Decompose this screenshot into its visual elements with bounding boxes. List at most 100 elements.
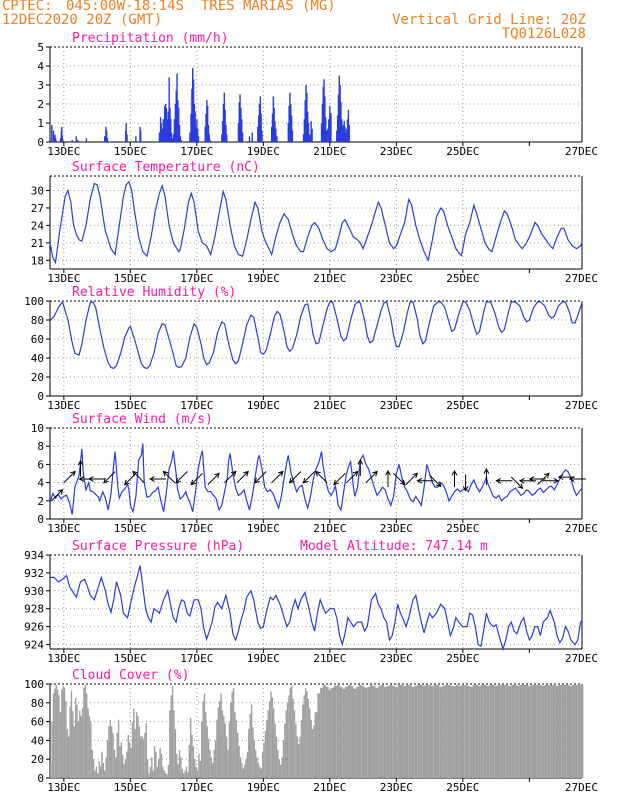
cloud-bar	[279, 764, 282, 778]
cloud-bar	[117, 719, 120, 778]
cloud-bar	[238, 746, 240, 778]
cloud-bar	[92, 759, 95, 778]
cloud-bar	[467, 685, 470, 778]
precip-ytick-label: 1	[37, 117, 44, 130]
cloud-bar	[455, 684, 459, 778]
cloud-bar	[209, 749, 211, 778]
cloud-bar	[422, 685, 426, 778]
wind-vector-shaft	[175, 471, 188, 484]
pressure-ytick-label: 930	[24, 585, 44, 598]
cloud-bar	[295, 723, 297, 778]
precip-bar	[273, 107, 275, 142]
precip-bar	[344, 126, 346, 142]
cloud-bar	[261, 751, 264, 778]
wind-vector-head	[385, 469, 391, 476]
wind-xtick-label: 25DEC	[446, 522, 479, 535]
cloud-bar	[228, 721, 231, 778]
wind-vector	[190, 472, 203, 486]
precip-bar	[172, 134, 175, 142]
cloud-bar	[306, 691, 308, 778]
cloud-bar	[242, 768, 244, 778]
cloud-bar	[141, 735, 143, 778]
wind-vector	[236, 470, 249, 484]
precip-bar	[276, 136, 278, 142]
cloud-bar	[257, 762, 260, 778]
wind-vector	[451, 469, 458, 487]
cloud-bar	[245, 759, 247, 778]
cloud-bar	[453, 685, 456, 778]
cloud-bar	[356, 686, 359, 778]
cloud-bar	[288, 695, 290, 778]
cloud-bar	[408, 684, 412, 778]
cloud-bar	[289, 687, 292, 778]
precip-bar	[208, 134, 211, 142]
precip-bar	[223, 92, 225, 142]
cloud-bar	[464, 684, 468, 778]
cloud-bar	[342, 688, 346, 778]
cloud-bar	[88, 715, 91, 778]
temp-title: Surface Temperature (nC)	[72, 160, 260, 175]
wind-vector	[537, 472, 550, 485]
precip-bar	[105, 130, 108, 142]
wind-vector-shaft	[190, 472, 203, 485]
precip-bar	[55, 140, 57, 142]
wind-vector	[207, 472, 220, 485]
wind-vector	[542, 477, 560, 484]
rh-xtick-label: 25DEC	[446, 399, 479, 412]
precip-bar	[329, 105, 331, 142]
cloud-bar	[180, 757, 182, 778]
wind-vector-head	[70, 470, 76, 477]
precip-bar	[341, 126, 344, 142]
cloud-ytick-label: 40	[31, 734, 44, 747]
cloud-bar	[51, 721, 53, 778]
wind-vector-head	[302, 477, 309, 484]
wind-vector	[302, 471, 316, 484]
cloud-bar	[461, 684, 465, 778]
cloud-bar	[469, 686, 473, 778]
cloud-xtick-label: 13DEC	[47, 781, 80, 794]
precip-bar	[304, 100, 306, 142]
cloud-bar	[94, 770, 96, 778]
cloud-bar	[58, 695, 60, 778]
cloud-bar	[65, 700, 67, 778]
cloud-bar	[314, 712, 318, 778]
cloud-bar	[447, 684, 451, 778]
cloud-bar	[241, 762, 243, 778]
cloud-bar	[539, 684, 542, 778]
cloud-bar	[145, 723, 147, 778]
precip-bar	[125, 123, 127, 142]
cloud-bar	[336, 684, 340, 778]
cloud-bar	[248, 729, 250, 778]
precip-bar	[171, 138, 174, 142]
precip-bar	[206, 100, 208, 142]
cloud-bar	[83, 687, 85, 778]
precip-bar	[170, 119, 172, 142]
precip-bar	[343, 121, 345, 142]
cloud-bar	[273, 708, 275, 778]
wind-vector-head	[495, 477, 502, 484]
cloud-bar	[436, 684, 440, 778]
precip-bar	[164, 105, 166, 142]
precip-bar	[248, 136, 251, 142]
precip-bar	[237, 123, 240, 142]
rh-ytick-label: 40	[31, 352, 44, 365]
wind-vector	[224, 470, 237, 484]
wind-vector-head	[518, 477, 525, 484]
cloud-bar	[278, 759, 280, 778]
rh-ytick-label: 60	[31, 333, 44, 346]
cloud-bar	[552, 684, 556, 778]
wind-vector-head	[333, 479, 339, 486]
precip-bar	[271, 113, 274, 142]
cloud-bar	[134, 729, 136, 778]
temp-xtick-label: 23DEC	[380, 272, 413, 285]
precip-bar	[309, 134, 311, 142]
cloud-bar	[270, 691, 272, 778]
cloud-bar	[286, 702, 289, 778]
cloud-bar	[334, 685, 337, 778]
cloud-bar	[328, 689, 332, 778]
precip-bar	[270, 126, 273, 142]
wind-vector-shaft	[537, 472, 550, 485]
precip-bar	[348, 124, 350, 142]
cloud-bar	[73, 726, 75, 778]
rh-xtick-label: 19DEC	[247, 399, 280, 412]
